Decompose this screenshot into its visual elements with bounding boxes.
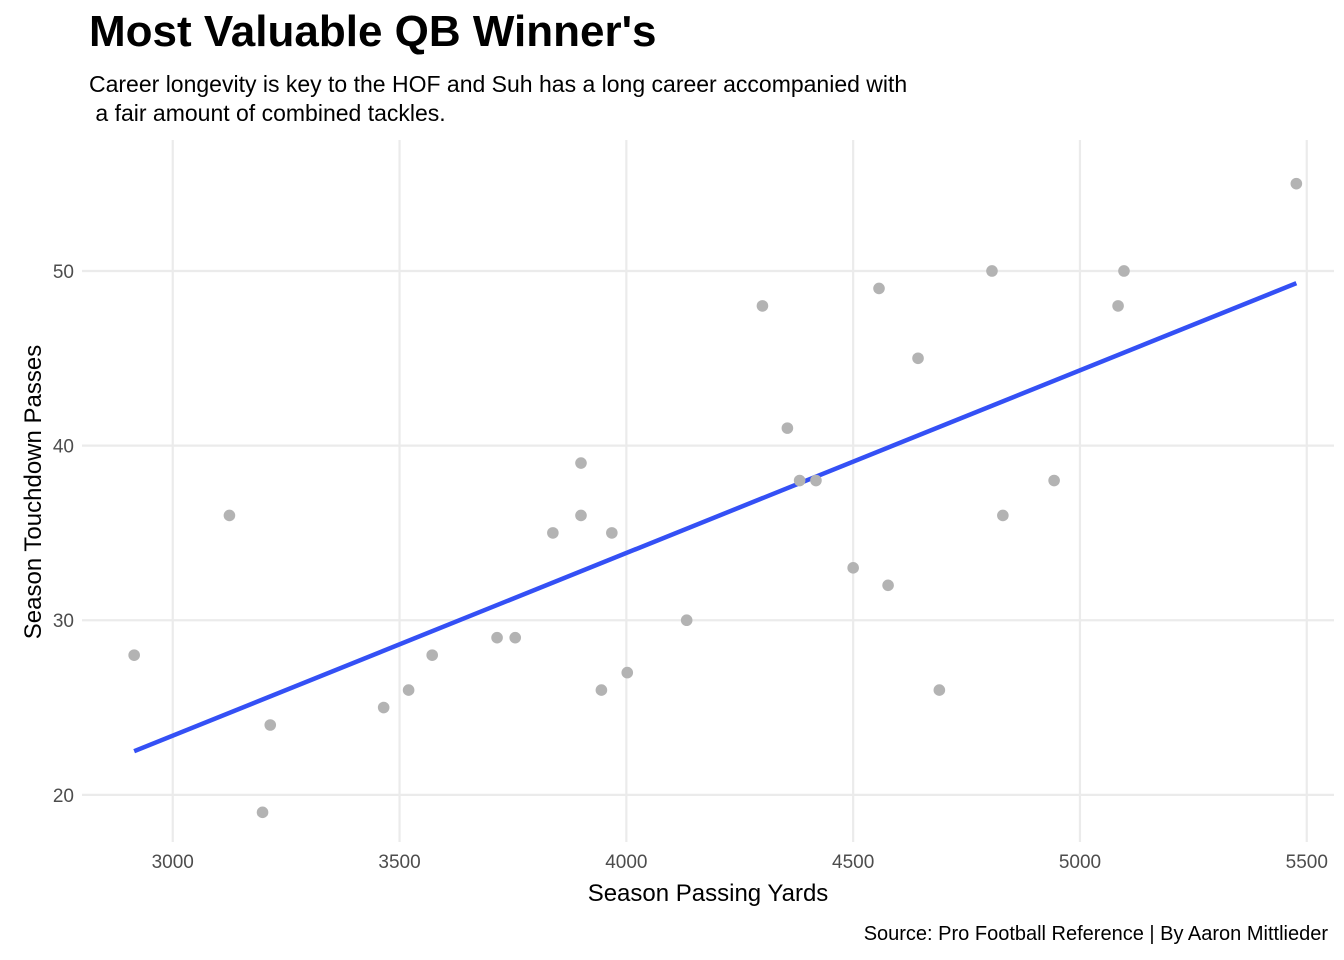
y-tick-label: 40	[53, 437, 74, 458]
data-point	[491, 631, 503, 644]
data-point	[621, 666, 634, 679]
data-point	[264, 719, 277, 731]
data-point	[1290, 177, 1303, 190]
y-tick-label: 20	[53, 786, 74, 807]
data-point	[933, 684, 946, 696]
data-point	[781, 422, 794, 434]
data-point	[756, 300, 769, 312]
x-axis-title: Season Passing Yards	[588, 880, 829, 907]
y-tick-label: 50	[53, 262, 74, 283]
data-point	[986, 265, 998, 277]
x-tick-label: 4000	[605, 852, 647, 873]
x-tick-label: 3500	[378, 852, 420, 873]
grid-lines	[82, 140, 1334, 842]
data-point	[595, 684, 608, 696]
data-point	[575, 457, 587, 469]
data-point	[509, 631, 522, 644]
data-point	[223, 509, 236, 522]
trend-line	[133, 281, 1298, 754]
data-points	[128, 177, 1303, 819]
chart-subtitle: Career longevity is key to the HOF and S…	[89, 71, 908, 126]
x-tick-label: 5500	[1286, 852, 1328, 873]
y-axis-title: Season Touchdown Passes	[20, 345, 47, 639]
data-point	[402, 684, 415, 696]
y-tick-label: 30	[53, 611, 74, 632]
data-point	[547, 527, 559, 539]
data-point	[1112, 300, 1124, 312]
tick-labels: 3000 3500 4000 4500 5000 5500 20 30 40 50	[53, 262, 1328, 873]
data-point	[680, 614, 693, 627]
data-point	[1048, 474, 1060, 487]
data-point	[128, 649, 140, 661]
chart-title: Most Valuable QB Winner's	[89, 7, 657, 56]
trend-line-layer	[133, 281, 1298, 754]
x-tick-label: 3000	[152, 852, 194, 873]
x-tick-label: 5000	[1059, 852, 1101, 873]
data-point	[912, 352, 924, 365]
x-tick-label: 4500	[832, 852, 874, 873]
data-point	[882, 579, 894, 592]
data-point	[810, 474, 822, 487]
data-point	[256, 806, 269, 819]
data-point	[997, 509, 1009, 522]
data-point	[793, 474, 806, 487]
data-point	[575, 509, 587, 522]
data-point	[606, 527, 618, 539]
data-point	[847, 562, 859, 574]
chart-caption: Source: Pro Football Reference | By Aaro…	[863, 923, 1328, 945]
data-point	[426, 649, 438, 661]
data-point	[1118, 265, 1130, 277]
data-point	[377, 701, 390, 714]
data-point	[873, 282, 885, 295]
